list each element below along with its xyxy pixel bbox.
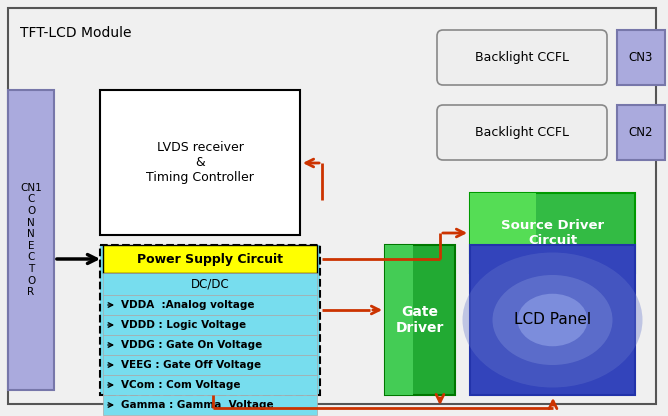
Bar: [103, 375, 317, 395]
Text: VDDD : Logic Voltage: VDDD : Logic Voltage: [121, 320, 246, 330]
Text: TFT-LCD Module: TFT-LCD Module: [20, 26, 132, 40]
FancyBboxPatch shape: [437, 30, 607, 85]
Text: CN1
C
O
N
N
E
C
T
O
R: CN1 C O N N E C T O R: [20, 183, 42, 297]
Bar: [103, 295, 317, 315]
Bar: [8, 90, 54, 390]
Bar: [470, 193, 635, 273]
Text: LVDS receiver
&
Timing Controller: LVDS receiver & Timing Controller: [146, 141, 254, 184]
Text: Backlight CCFL: Backlight CCFL: [475, 126, 569, 139]
Bar: [100, 245, 320, 395]
Bar: [103, 315, 317, 335]
Ellipse shape: [462, 253, 643, 387]
Bar: [103, 335, 317, 355]
Bar: [470, 193, 536, 273]
Text: VEEG : Gate Off Voltage: VEEG : Gate Off Voltage: [121, 360, 261, 370]
Bar: [103, 273, 317, 295]
Text: CN2: CN2: [629, 126, 653, 139]
Bar: [385, 245, 455, 395]
Ellipse shape: [518, 294, 587, 346]
Text: Backlight CCFL: Backlight CCFL: [475, 51, 569, 64]
Text: Gamma : Gamma  Voltage: Gamma : Gamma Voltage: [121, 400, 274, 410]
Ellipse shape: [492, 275, 613, 365]
Bar: [100, 90, 300, 235]
Bar: [385, 245, 413, 395]
Bar: [103, 395, 317, 415]
Bar: [103, 355, 317, 375]
Text: DC/DC: DC/DC: [190, 277, 229, 290]
Text: Gate
Driver: Gate Driver: [396, 305, 444, 335]
Text: Source Driver
Circuit: Source Driver Circuit: [501, 219, 604, 247]
Text: CN3: CN3: [629, 51, 653, 64]
Bar: [103, 245, 317, 273]
Text: VDDA  :Analog voltage: VDDA :Analog voltage: [121, 300, 255, 310]
Text: VCom : Com Voltage: VCom : Com Voltage: [121, 380, 240, 390]
Text: LCD Panel: LCD Panel: [514, 312, 591, 327]
Text: Power Supply Circuit: Power Supply Circuit: [137, 253, 283, 265]
FancyBboxPatch shape: [437, 105, 607, 160]
Text: VDDG : Gate On Voltage: VDDG : Gate On Voltage: [121, 340, 263, 350]
Bar: [617, 105, 665, 160]
Bar: [617, 30, 665, 85]
Bar: [470, 245, 635, 395]
